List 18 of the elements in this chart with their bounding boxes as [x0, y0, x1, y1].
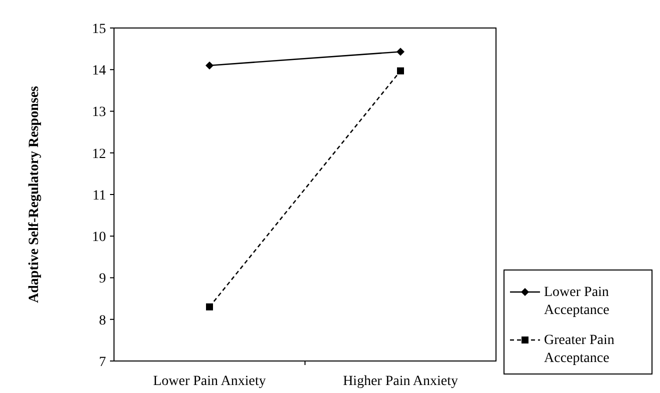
- point: [397, 67, 404, 74]
- point: [206, 61, 214, 70]
- y-tick-label: 13: [92, 105, 106, 120]
- point: [206, 303, 213, 310]
- x-tick-label: Higher Pain Anxiety: [342, 374, 458, 389]
- y-tick-label: 15: [92, 22, 106, 37]
- y-tick-label: 12: [92, 146, 106, 162]
- y-tick-label: 7: [99, 354, 106, 370]
- y-tick-label: 14: [92, 64, 106, 79]
- y-axis-title: Adaptive Self-Regulatory Responses: [27, 85, 42, 303]
- y-tick-label: 11: [92, 188, 106, 204]
- x-tick-label: Lower Pain Anxiety: [153, 374, 266, 389]
- legend-label: Greater Pain Acceptance: [544, 333, 614, 366]
- y-tick-label: 10: [92, 230, 106, 246]
- y-tick-label: 9: [99, 272, 106, 287]
- point: [396, 48, 404, 56]
- y-tick-label: 8: [99, 313, 106, 328]
- legend-label: Lower Pain Acceptance: [544, 285, 610, 318]
